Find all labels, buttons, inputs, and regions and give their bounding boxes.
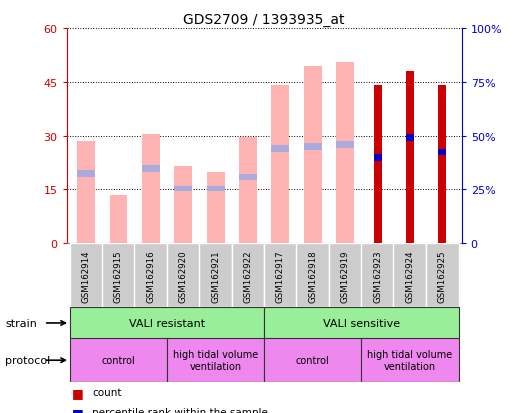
Text: GSM162916: GSM162916 — [146, 249, 155, 302]
Bar — [271, 145, 289, 152]
Text: GSM162923: GSM162923 — [373, 249, 382, 302]
Bar — [264, 308, 459, 339]
Bar — [438, 86, 446, 244]
Text: GSM162921: GSM162921 — [211, 249, 220, 302]
Bar — [70, 308, 265, 339]
Bar — [231, 244, 265, 308]
Bar — [406, 72, 414, 244]
Bar — [239, 138, 257, 244]
Bar — [438, 150, 446, 156]
Text: GSM162925: GSM162925 — [438, 249, 447, 302]
Text: GSM162919: GSM162919 — [341, 249, 350, 302]
Bar — [167, 244, 200, 308]
Text: high tidal volume
ventilation: high tidal volume ventilation — [367, 349, 452, 371]
Title: GDS2709 / 1393935_at: GDS2709 / 1393935_at — [184, 12, 345, 26]
Text: GSM162922: GSM162922 — [244, 249, 252, 302]
Text: control: control — [102, 355, 135, 366]
Bar — [142, 135, 160, 244]
Bar — [393, 244, 426, 308]
Bar — [426, 244, 459, 308]
Bar — [304, 143, 322, 151]
Text: GSM162924: GSM162924 — [405, 249, 415, 302]
Bar — [167, 339, 265, 382]
Text: count: count — [92, 387, 122, 397]
Bar — [264, 244, 297, 308]
Bar — [239, 175, 257, 181]
Bar — [142, 166, 160, 172]
Bar — [336, 63, 354, 244]
Text: ■: ■ — [72, 386, 84, 399]
Text: VALI sensitive: VALI sensitive — [323, 318, 400, 328]
Bar — [199, 244, 232, 308]
Bar — [207, 186, 225, 192]
Bar — [207, 172, 225, 244]
Bar — [406, 135, 414, 142]
Bar — [361, 244, 394, 308]
Text: percentile rank within the sample: percentile rank within the sample — [92, 407, 268, 413]
Bar — [102, 244, 135, 308]
Bar — [361, 339, 459, 382]
Text: GSM162915: GSM162915 — [114, 249, 123, 302]
Bar — [110, 195, 127, 244]
Bar — [70, 339, 167, 382]
Bar — [297, 244, 329, 308]
Bar — [77, 142, 95, 244]
Bar — [174, 186, 192, 192]
Bar — [174, 167, 192, 244]
Text: protocol: protocol — [5, 355, 50, 366]
Text: control: control — [296, 355, 330, 366]
Text: GSM162914: GSM162914 — [82, 249, 91, 302]
Text: VALI resistant: VALI resistant — [129, 318, 205, 328]
Text: GSM162920: GSM162920 — [179, 249, 188, 302]
Text: ■: ■ — [72, 406, 84, 413]
Bar — [271, 86, 289, 244]
Bar — [373, 86, 382, 244]
Text: GSM162917: GSM162917 — [276, 249, 285, 302]
Bar — [264, 339, 362, 382]
Text: high tidal volume
ventilation: high tidal volume ventilation — [173, 349, 258, 371]
Bar — [134, 244, 167, 308]
Bar — [336, 142, 354, 149]
Bar — [77, 171, 95, 178]
Bar — [70, 244, 103, 308]
Bar — [329, 244, 362, 308]
Bar — [304, 66, 322, 244]
Text: GSM162918: GSM162918 — [308, 249, 317, 302]
Bar — [373, 155, 382, 161]
Text: strain: strain — [5, 318, 37, 328]
